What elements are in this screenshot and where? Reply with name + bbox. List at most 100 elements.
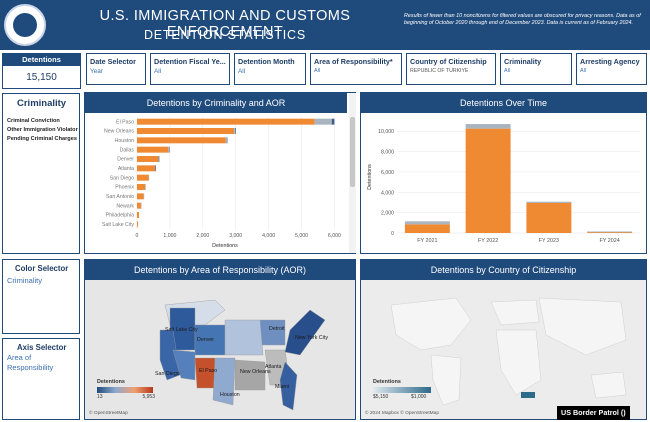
us-map-svg [159,299,326,411]
time-y-tick-label: 6,000 [381,170,394,176]
time-bar-segment [526,201,572,203]
aor-region-chicago[interactable] [224,319,264,356]
aor-legend-min: 13 [97,394,103,400]
map-label-detroit: Detroit [269,326,285,332]
filter-label: Detention Month [238,57,295,66]
filter-criminality[interactable]: Criminality All [500,53,572,85]
aor-bar-segment [226,137,228,144]
aor-category-label: San Antonio [106,194,134,200]
aor-bar-segment [155,165,156,172]
time-bar-chart: 0 2,000 4,000 6,000 8,000 10,000 Detentions FY … [361,113,646,253]
time-chart-title: Detentions Over Time [361,93,646,113]
filter-area-of-responsibility[interactable]: Area of Responsibility* All [310,53,402,85]
aor-map-title: Detentions by Area of Responsibility (AO… [85,260,355,280]
aor-x-tick-label: 5,000 [295,233,308,239]
country-map-credit[interactable]: © 2024 Mapbox © OpenStreetMap [365,411,440,416]
aor-category-label: Denver [117,157,134,163]
map-label-new-orleans: New Orleans [240,369,271,375]
time-bar-segment [587,231,633,233]
aor-chart-scrollbar[interactable] [349,93,356,253]
time-y-axis-title: Detentions [367,164,373,190]
filter-arresting-agency[interactable]: Arresting Agency All [576,53,647,85]
detentions-kpi-value: 15,150 [26,72,57,83]
continent-europe [490,299,540,326]
aor-region-detroit[interactable] [259,319,286,346]
color-selector-title: Color Selector [15,264,69,273]
filter-value: Year [90,68,103,75]
aor-x-tick-label: 2,000 [196,233,209,239]
page-title: U.S. IMMIGRATION AND CUSTOMS ENFORCEMENT [99,8,351,40]
aor-bar-segment [155,165,157,172]
aor-region-new-orleans[interactable] [234,359,266,391]
privacy-disclaimer: Results of fewer than 10 noncitizens for… [404,13,641,27]
aor-bar-chart: 0 1,000 2,000 3,000 4,000 5,000 6,000 El Paso Ne… [85,113,347,253]
aor-bar-segment [314,118,332,125]
aor-category-label: Newark [116,203,134,209]
legend-item-criminal-conviction[interactable]: Criminal Conviction [7,118,60,124]
filter-date-selector[interactable]: Date Selector Year [86,53,146,85]
time-bar-segment [465,128,511,233]
map-label-atlanta: Atlanta [265,364,282,370]
scrollbar-thumb[interactable] [350,117,355,187]
aor-map-legend: Detentions 13 5,953 [97,379,157,400]
time-y-tick-label: 8,000 [381,150,394,156]
aor-bar-chart-panel: Detentions by Criminality and AOR 0 1,000… [84,92,356,254]
color-selector-value[interactable]: Criminality [7,276,43,285]
filter-value: All [504,68,510,74]
filter-label: Date Selector [90,57,136,66]
filter-country-of-citizenship[interactable]: Country of Citizenship REPUBLIC OF TÜRKI… [406,53,496,85]
time-y-tick-label: 0 [391,231,394,237]
legend-item-other-immigration-violator[interactable]: Other Immigration Violator [7,127,78,133]
color-selector-panel[interactable]: Color Selector Criminality [2,259,80,334]
aor-category-label: Salt Lake City [102,222,134,228]
aor-bar-segment [137,193,144,200]
aor-map[interactable]: Salt Lake City Denver San Diego El Paso … [85,280,355,419]
time-bar-segment [587,231,633,233]
time-y-tick-label: 10,000 [378,129,394,135]
aor-bar-segment [140,202,142,209]
filter-value: All [580,68,586,74]
aor-region-houston[interactable] [212,357,236,406]
aor-category-label: New Orleans [104,129,134,135]
aor-category-label: Philadelphia [106,213,134,219]
map-label-houston: Houston [220,392,240,398]
aor-map-credit[interactable]: © OpenStreetMap [89,411,128,416]
aor-bar-segment [137,221,138,228]
map-label-miami: Miami [275,384,290,390]
aor-bar-segment [137,128,235,134]
country-map-panel: Detentions by Country of Citizenship Det… [360,259,647,420]
aor-category-label: San Diego [110,175,134,181]
legend-item-pending-criminal-charges[interactable]: Pending Criminal Charges [7,136,77,142]
world-map[interactable]: Detentions $5,150 $1,000 © 2024 Mapbox ©… [361,280,646,419]
aor-bar-chart-title: Detentions by Criminality and AOR [85,93,347,113]
aor-x-tick-label: 1,000 [163,233,176,239]
aor-map-panel: Detentions by Area of Responsibility (AO… [84,259,356,420]
map-label-san-diego: San Diego [155,371,180,377]
aor-bar-segment [158,156,159,162]
filter-detention-fiscal-year[interactable]: Detention Fiscal Ye... All [150,53,230,85]
country-legend-gradient [373,387,431,393]
aor-category-label: Phoenix [115,185,134,191]
aor-region-new-york[interactable] [284,309,326,356]
aor-bar-segment [225,137,227,144]
time-x-tick-label: FY 2021 [417,238,437,244]
country-legend-max: $1,000 [411,394,427,400]
dashboard-header [0,0,650,50]
aor-region-miami[interactable] [279,361,298,411]
aor-region-phoenix[interactable] [172,349,196,381]
axis-selector-panel[interactable]: Axis Selector Area of Responsibility [2,338,80,420]
aor-bar-segment [145,184,146,190]
aor-category-label: Houston [115,138,134,144]
aor-bar-segment [137,165,156,172]
country-turkiye-highlight[interactable] [521,392,535,398]
filter-detention-month[interactable]: Detention Month All [234,53,306,85]
aor-bar-segment [137,156,159,162]
aor-region-san-diego[interactable] [159,329,181,381]
aor-bar-segment [137,118,315,125]
map-label-el-paso: El Paso [199,368,218,374]
detentions-kpi-label: Detentions [3,54,80,66]
filter-label: Country of Citizenship [410,57,487,66]
time-bar-segment [526,202,572,233]
country-legend-title: Detentions [373,379,401,385]
axis-selector-value[interactable]: Area of Responsibility [7,353,54,372]
